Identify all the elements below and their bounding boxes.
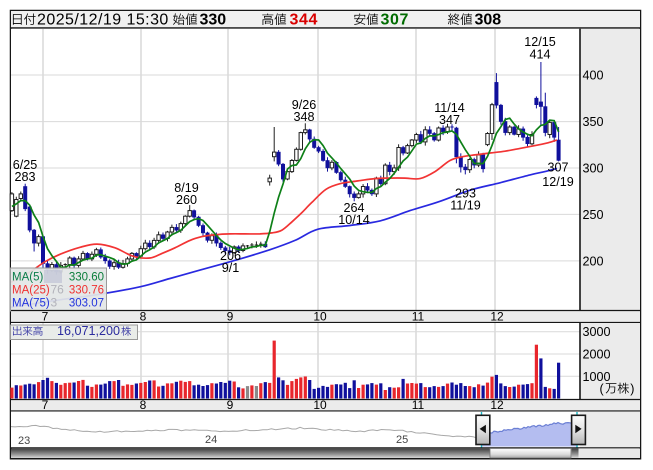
- svg-text:200: 200: [583, 254, 604, 268]
- svg-text:7: 7: [42, 310, 49, 324]
- svg-text:8: 8: [140, 398, 147, 412]
- svg-text:264: 264: [343, 201, 364, 215]
- svg-text:330: 330: [200, 12, 227, 29]
- svg-text:25: 25: [396, 434, 408, 446]
- svg-text:2000: 2000: [583, 348, 611, 362]
- svg-text:24: 24: [205, 434, 217, 446]
- svg-text:1000: 1000: [583, 370, 611, 384]
- svg-text:9: 9: [227, 398, 234, 412]
- svg-text:9/1: 9/1: [222, 261, 240, 275]
- svg-text:350: 350: [583, 115, 604, 129]
- svg-text:10/14: 10/14: [338, 213, 370, 227]
- svg-text:MA(75): MA(75): [12, 298, 50, 310]
- svg-text:23: 23: [18, 435, 30, 447]
- svg-text:11/14: 11/14: [434, 101, 465, 115]
- svg-text:308: 308: [475, 12, 502, 29]
- svg-text:MA(5): MA(5): [12, 272, 43, 284]
- svg-text:12: 12: [490, 310, 504, 324]
- svg-text:414: 414: [529, 48, 550, 62]
- svg-text:6/25: 6/25: [13, 158, 38, 172]
- svg-text:307: 307: [547, 161, 568, 175]
- svg-text:11: 11: [412, 398, 425, 412]
- svg-text:(: (: [600, 382, 605, 396]
- svg-text:10: 10: [313, 398, 327, 412]
- svg-text:330.76: 330.76: [69, 285, 104, 297]
- svg-text:2025/12/19 15:30: 2025/12/19 15:30: [37, 12, 169, 29]
- svg-text:): ): [630, 382, 634, 396]
- svg-text:300: 300: [583, 162, 604, 176]
- svg-text:206: 206: [220, 249, 241, 263]
- svg-text:12/19: 12/19: [542, 175, 574, 189]
- svg-text:3: 3: [51, 296, 58, 310]
- svg-text:11/19: 11/19: [450, 199, 481, 213]
- svg-text:344: 344: [290, 12, 319, 29]
- svg-text:347: 347: [439, 113, 460, 127]
- svg-text:16,071,200: 16,071,200: [57, 324, 120, 338]
- svg-text:3000: 3000: [583, 325, 611, 339]
- svg-text:9/26: 9/26: [292, 98, 317, 112]
- svg-text:260: 260: [176, 193, 197, 207]
- svg-text:348: 348: [293, 110, 314, 124]
- svg-text:293: 293: [455, 187, 476, 201]
- svg-text:303.07: 303.07: [69, 298, 104, 310]
- svg-text:250: 250: [583, 208, 604, 222]
- svg-text:400: 400: [583, 69, 604, 83]
- svg-text:7: 7: [42, 398, 49, 412]
- svg-text:283: 283: [14, 170, 35, 184]
- svg-text:12: 12: [490, 398, 504, 412]
- svg-text:12/15: 12/15: [524, 35, 556, 49]
- svg-text:MA(25): MA(25): [12, 285, 50, 297]
- svg-text:8: 8: [140, 310, 147, 324]
- svg-text:76: 76: [51, 283, 65, 297]
- svg-text:9: 9: [227, 310, 234, 324]
- svg-text:330.60: 330.60: [69, 272, 104, 284]
- svg-text:307: 307: [381, 12, 410, 29]
- svg-text:10: 10: [313, 310, 327, 324]
- svg-text:8/19: 8/19: [174, 181, 199, 195]
- svg-text:11: 11: [412, 310, 425, 324]
